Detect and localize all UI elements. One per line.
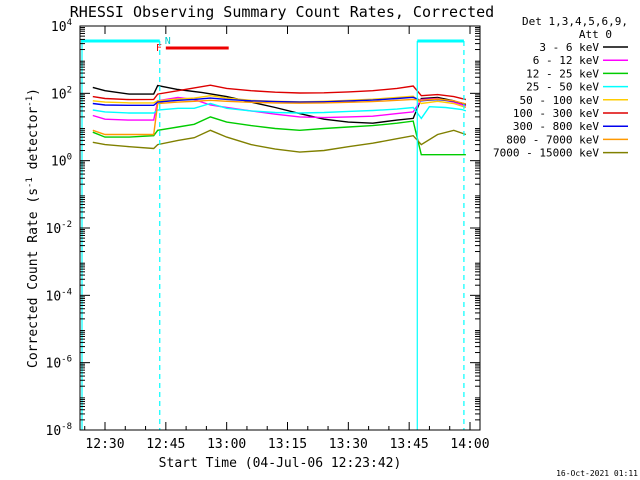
legend-label-8: 7000 - 15000 keV: [493, 147, 599, 160]
annotation-layer: NF: [81, 36, 465, 430]
legend-label-3: 25 - 50 keV: [526, 81, 599, 94]
chart-title: RHESSI Observing Summary Count Rates, Co…: [70, 3, 494, 21]
x-tick-label-6: 14:00: [450, 437, 489, 452]
series-line-2: [92, 116, 466, 156]
series-line-7: [92, 98, 467, 136]
legend-label-0: 3 - 6 keV: [539, 41, 599, 54]
series-line-3: [92, 102, 467, 120]
legend-label-6: 300 - 800 keV: [513, 120, 599, 133]
y-tick-label-0: 104: [51, 18, 72, 35]
series-line-1: [92, 96, 467, 121]
y-tick-label-6: 10-8: [46, 422, 73, 439]
x-tick-label-1: 12:45: [146, 437, 185, 452]
timestamp: 16-Oct-2021 01:11: [556, 469, 638, 478]
legend-header-line-1: Det 1,3,4,5,6,9,: [522, 15, 628, 28]
y-tick-label-5: 10-6: [46, 355, 73, 372]
x-tick-label-4: 13:30: [329, 437, 368, 452]
y-tick-label-1: 102: [51, 85, 72, 102]
legend-label-2: 12 - 25 keV: [526, 67, 599, 80]
plot-frame: [79, 25, 481, 431]
legend-label-5: 100 - 300 keV: [513, 107, 599, 120]
night-label-0: N: [165, 36, 171, 47]
x-tick-label-3: 13:15: [268, 437, 307, 452]
series-line-5: [92, 84, 467, 101]
series-layer: [92, 84, 467, 156]
x-axis-label: Start Time (04-Jul-06 12:23:42): [159, 456, 402, 471]
legend-label-7: 800 - 7000 keV: [506, 133, 599, 146]
legend-header-line-2: Att 0: [579, 28, 612, 41]
y-axis-label: Corrected Count Rate (s-1 detector-1): [25, 88, 41, 368]
x-tick-label-2: 13:00: [207, 437, 246, 452]
y-axis: 104 102 100 10-2 10-4 10-6 10-8: [46, 18, 480, 439]
series-line-0: [92, 84, 467, 124]
x-axis: 12:30 12:45 13:00 13:15 13:30 13:45 14:00: [84, 26, 490, 452]
y-tick-label-4: 10-4: [46, 287, 73, 304]
y-tick-label-2: 100: [51, 153, 72, 170]
legend-label-1: 6 - 12 keV: [533, 54, 600, 67]
x-tick-label-0: 12:30: [85, 437, 124, 452]
x-tick-label-5: 13:45: [390, 437, 429, 452]
series-line-6: [92, 96, 467, 107]
flare-label: F: [156, 43, 162, 54]
legend-label-4: 50 - 100 keV: [520, 94, 600, 107]
y-tick-label-3: 10-2: [46, 220, 73, 237]
series-line-8: [92, 129, 467, 153]
